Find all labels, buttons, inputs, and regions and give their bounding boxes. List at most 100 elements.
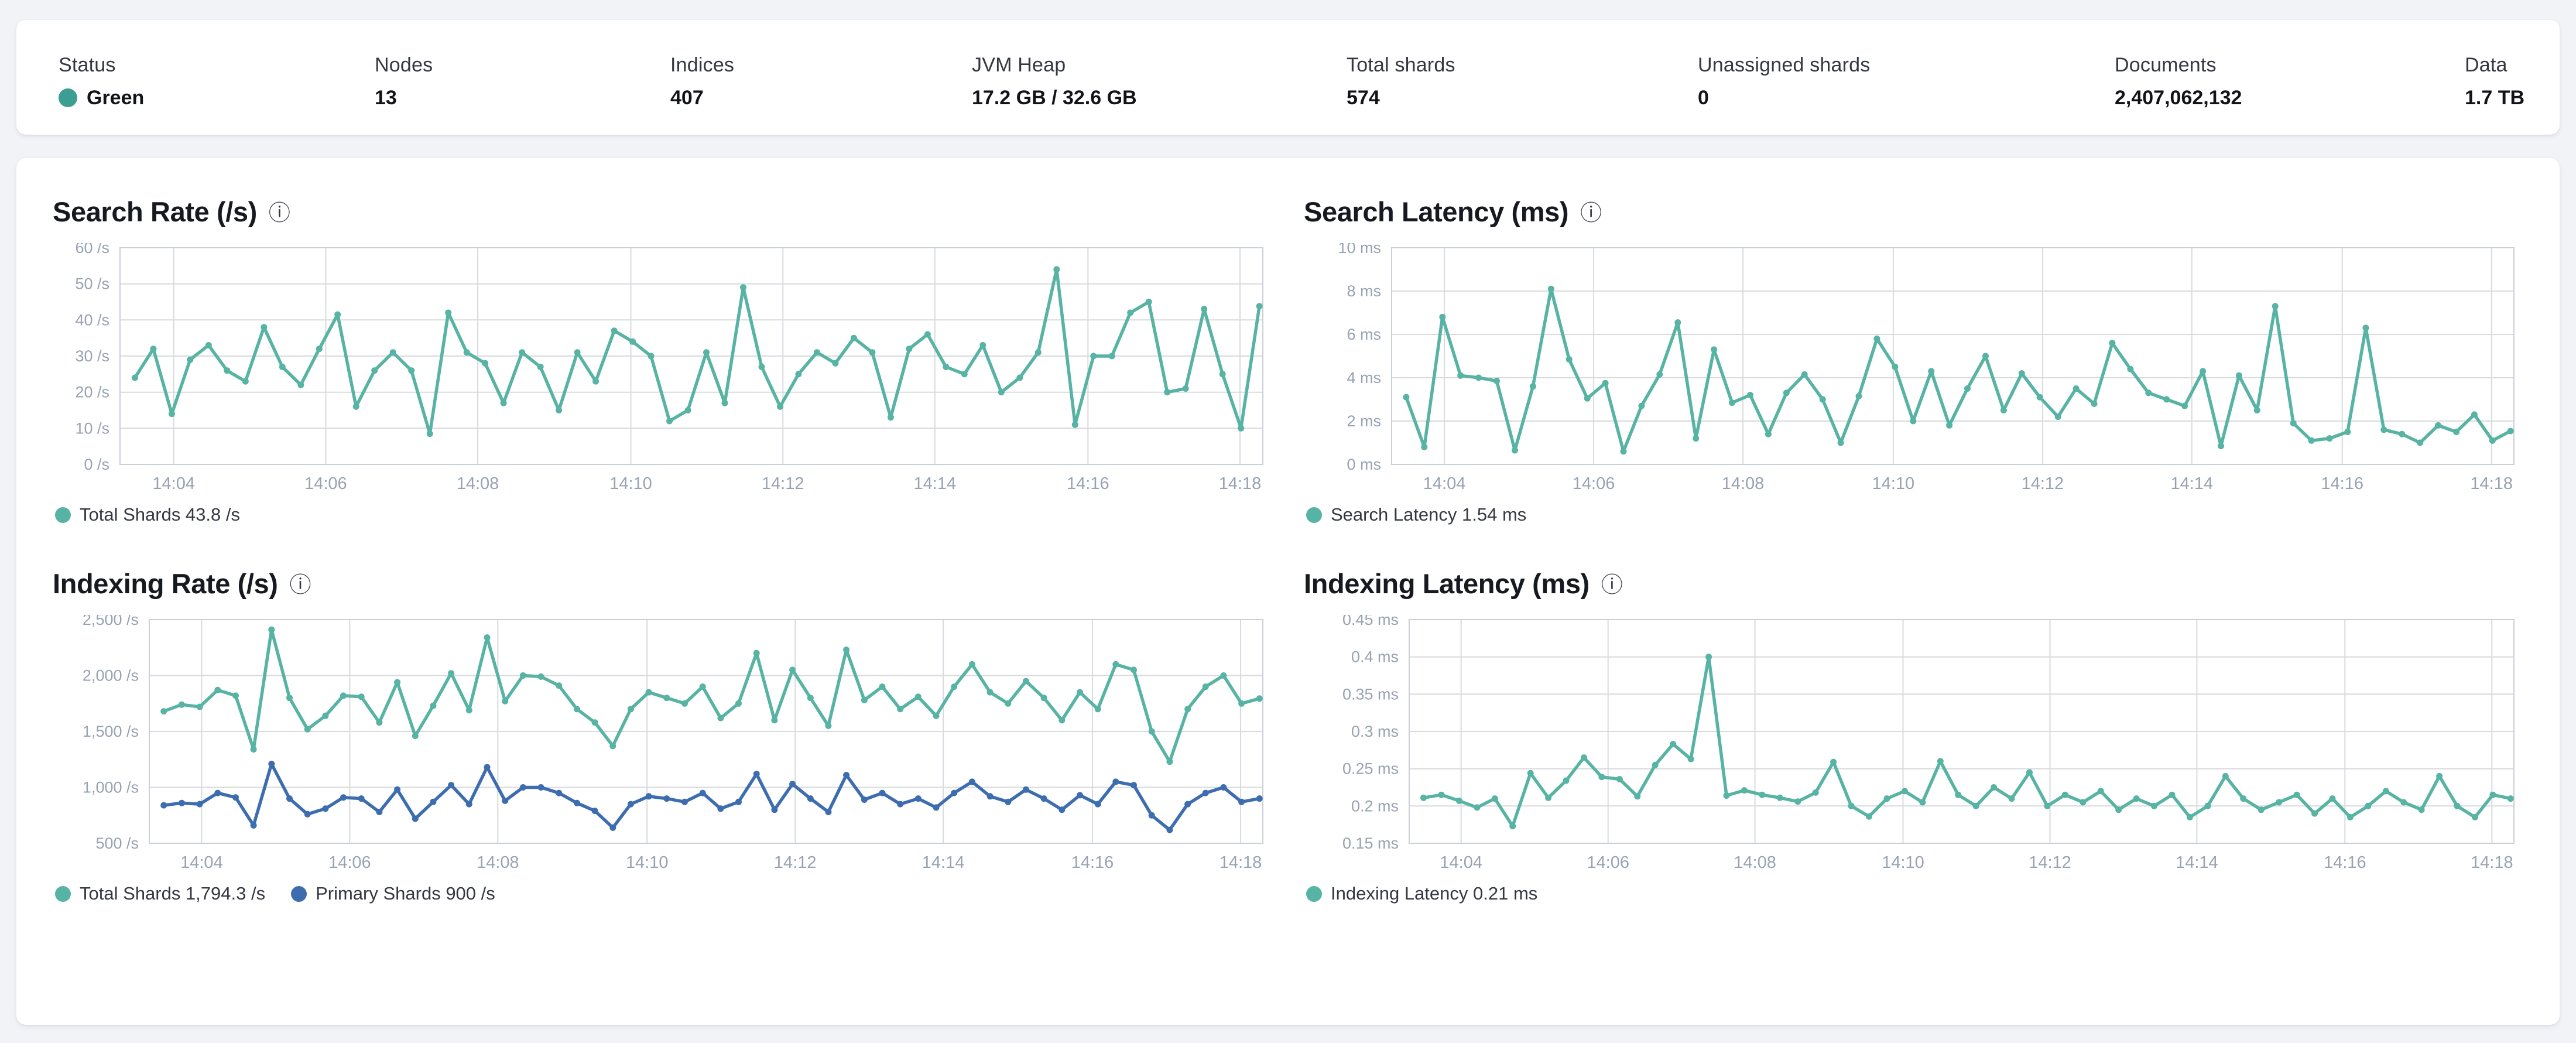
svg-text:0.45 ms: 0.45 ms	[1342, 615, 1399, 628]
chart-header: Indexing Latency (ms) ⓘ	[1304, 567, 2526, 600]
stat-value: 2,407,062,132	[2115, 87, 2242, 109]
svg-text:60 /s: 60 /s	[75, 243, 109, 257]
svg-text:14:12: 14:12	[762, 474, 804, 493]
info-icon[interactable]: ⓘ	[289, 573, 311, 597]
svg-text:14:18: 14:18	[1219, 474, 1262, 493]
info-icon[interactable]: ⓘ	[1580, 201, 1602, 225]
svg-text:14:06: 14:06	[328, 853, 371, 872]
svg-text:14:06: 14:06	[304, 474, 347, 493]
svg-text:14:18: 14:18	[1220, 853, 1262, 872]
chart-header: Indexing Rate (/s) ⓘ	[53, 567, 1275, 600]
chart-indexing-latency: Indexing Latency (ms) ⓘ 0.15 ms 0.2 ms 0.2…	[1304, 567, 2526, 904]
legend-item-primary-shards[interactable]: Primary Shards 900 /s	[291, 883, 495, 904]
stat-label: Status	[59, 54, 116, 76]
monitoring-charts-panel: Search Rate (/s) ⓘ 0 /s 10 /s 20 /s 30 /s 40…	[16, 158, 2560, 1025]
svg-text:1,500 /s: 1,500 /s	[83, 723, 139, 740]
stat-label: Documents	[2115, 54, 2217, 76]
stat-nodes: Nodes 13	[375, 53, 433, 110]
svg-text:14:12: 14:12	[774, 853, 817, 872]
stat-status: Status Green	[59, 53, 144, 110]
info-icon[interactable]: ⓘ	[268, 201, 290, 225]
svg-text:2 ms: 2 ms	[1347, 412, 1381, 430]
legend-item-total-shards[interactable]: Total Shards 43.8 /s	[55, 504, 240, 525]
svg-text:14:18: 14:18	[2471, 853, 2513, 872]
stat-label: Unassigned shards	[1698, 54, 1871, 76]
svg-text:10 ms: 10 ms	[1338, 243, 1381, 257]
stat-label: Nodes	[375, 54, 433, 76]
chart-legend: Total Shards 43.8 /s	[53, 504, 1275, 525]
search-latency-plot[interactable]: 0 ms 2 ms 4 ms 6 ms 8 ms 10 ms 14:04 14:06 14:08…	[1304, 243, 2524, 496]
stat-indices: Indices 407	[670, 53, 734, 110]
svg-text:14:14: 14:14	[922, 853, 965, 872]
legend-label: Total Shards 43.8 /s	[80, 504, 240, 525]
chart-header: Search Rate (/s) ⓘ	[53, 196, 1275, 228]
chart-title: Search Latency (ms)	[1304, 196, 1569, 227]
svg-text:14:16: 14:16	[2324, 853, 2366, 872]
stat-data-size: Data 1.7 TB	[2465, 53, 2524, 110]
svg-text:0 ms: 0 ms	[1347, 456, 1381, 473]
stat-value: 574	[1347, 87, 1380, 109]
svg-text:14:10: 14:10	[1882, 853, 1924, 872]
svg-text:2,000 /s: 2,000 /s	[83, 667, 139, 685]
info-icon[interactable]: ⓘ	[1601, 573, 1623, 597]
svg-text:14:10: 14:10	[1872, 474, 1915, 493]
indexing-rate-plot[interactable]: 500 /s 1,000 /s 1,500 /s 2,000 /s 2,500 /s 14…	[53, 615, 1273, 875]
svg-text:14:16: 14:16	[1071, 853, 1114, 872]
svg-text:1,000 /s: 1,000 /s	[83, 779, 139, 796]
stat-value: 17.2 GB / 32.6 GB	[972, 87, 1137, 109]
legend-dot	[1306, 507, 1322, 523]
status-text: Green	[87, 87, 145, 109]
svg-text:14:16: 14:16	[2321, 474, 2363, 493]
stat-label: JVM Heap	[972, 54, 1066, 76]
legend-label: Search Latency 1.54 ms	[1331, 504, 1527, 525]
svg-text:14:08: 14:08	[1734, 853, 1776, 872]
svg-text:14:04: 14:04	[1423, 474, 1466, 493]
stat-unassigned-shards: Unassigned shards 0	[1698, 53, 1870, 110]
svg-text:0.35 ms: 0.35 ms	[1342, 685, 1399, 703]
svg-text:0.4 ms: 0.4 ms	[1351, 648, 1399, 666]
svg-text:4 ms: 4 ms	[1347, 369, 1381, 387]
svg-text:0.25 ms: 0.25 ms	[1342, 760, 1399, 778]
chart-legend: Total Shards 1,794.3 /s Primary Shards 9…	[53, 883, 1275, 904]
stat-value: Green	[59, 86, 144, 110]
search-rate-plot[interactable]: 0 /s 10 /s 20 /s 30 /s 40 /s 50 /s 60 /s 14:04 1…	[53, 243, 1273, 496]
svg-text:14:04: 14:04	[1440, 853, 1482, 872]
cluster-overview-panel: Status Green Nodes 13 Indices 407 JVM He…	[16, 20, 2560, 135]
stat-documents: Documents 2,407,062,132	[2115, 53, 2242, 110]
svg-text:14:06: 14:06	[1587, 853, 1629, 872]
svg-text:14:06: 14:06	[1573, 474, 1615, 493]
svg-text:14:12: 14:12	[2029, 853, 2071, 872]
svg-text:14:14: 14:14	[2176, 853, 2218, 872]
chart-legend: Search Latency 1.54 ms	[1304, 504, 2526, 525]
svg-text:14:08: 14:08	[1722, 474, 1765, 493]
stat-value: 0	[1698, 87, 1709, 109]
legend-label: Indexing Latency 0.21 ms	[1331, 883, 1538, 904]
legend-dot	[291, 885, 307, 902]
stat-label: Total shards	[1347, 54, 1455, 76]
chart-title: Indexing Rate (/s)	[53, 568, 278, 599]
stat-value: 13	[375, 87, 397, 109]
svg-text:14:10: 14:10	[626, 853, 669, 872]
legend-label: Primary Shards 900 /s	[316, 883, 495, 904]
svg-text:0 /s: 0 /s	[84, 456, 109, 473]
svg-text:40 /s: 40 /s	[75, 311, 109, 329]
stat-total-shards: Total shards 574	[1347, 53, 1455, 110]
svg-text:14:04: 14:04	[152, 474, 195, 493]
legend-dot	[55, 885, 71, 902]
legend-item-indexing-latency[interactable]: Indexing Latency 0.21 ms	[1306, 883, 1537, 904]
chart-header: Search Latency (ms) ⓘ	[1304, 196, 2526, 228]
stat-jvm-heap: JVM Heap 17.2 GB / 32.6 GB	[972, 53, 1137, 110]
svg-text:0.15 ms: 0.15 ms	[1342, 835, 1399, 852]
health-status-dot	[59, 88, 77, 107]
chart-title: Search Rate (/s)	[53, 196, 257, 227]
svg-text:0.3 ms: 0.3 ms	[1351, 723, 1399, 740]
legend-item-total-shards[interactable]: Total Shards 1,794.3 /s	[55, 883, 265, 904]
svg-text:500 /s: 500 /s	[95, 835, 139, 852]
svg-text:20 /s: 20 /s	[75, 384, 109, 401]
svg-text:14:18: 14:18	[2470, 474, 2513, 493]
legend-label: Total Shards 1,794.3 /s	[80, 883, 266, 904]
legend-item-search-latency[interactable]: Search Latency 1.54 ms	[1306, 504, 1526, 525]
chart-search-rate: Search Rate (/s) ⓘ 0 /s 10 /s 20 /s 30 /s 40…	[53, 196, 1275, 525]
stat-label: Data	[2465, 54, 2508, 76]
indexing-latency-plot[interactable]: 0.15 ms 0.2 ms 0.25 ms 0.3 ms 0.35 ms 0.4 ms 0…	[1304, 615, 2524, 875]
